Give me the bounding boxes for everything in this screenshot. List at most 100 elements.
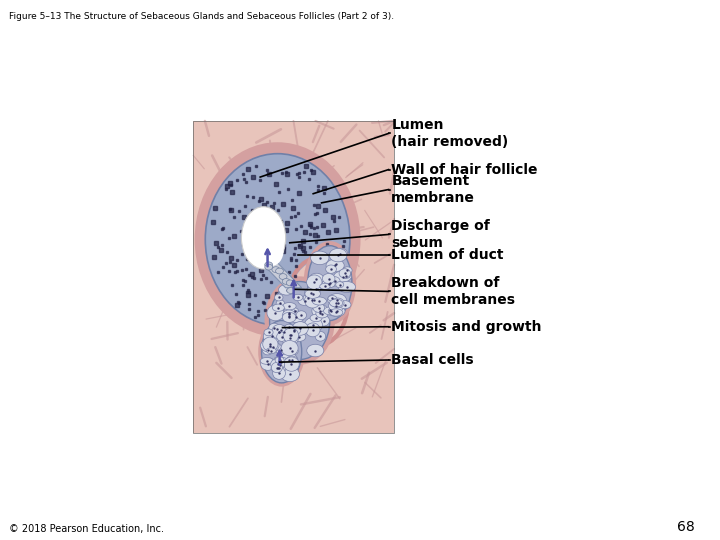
- Ellipse shape: [328, 294, 346, 306]
- Ellipse shape: [280, 329, 289, 334]
- Ellipse shape: [271, 359, 284, 370]
- Ellipse shape: [289, 327, 299, 334]
- Ellipse shape: [269, 281, 330, 360]
- Ellipse shape: [323, 307, 340, 315]
- Ellipse shape: [261, 357, 275, 370]
- Ellipse shape: [308, 294, 321, 305]
- Text: Wall of hair follicle: Wall of hair follicle: [392, 163, 538, 177]
- Text: Basal cells: Basal cells: [392, 353, 474, 367]
- Ellipse shape: [325, 265, 336, 273]
- Polygon shape: [261, 263, 302, 288]
- Ellipse shape: [292, 322, 308, 335]
- Ellipse shape: [262, 345, 273, 355]
- Ellipse shape: [331, 298, 344, 308]
- Ellipse shape: [271, 362, 282, 373]
- Ellipse shape: [291, 308, 299, 315]
- Ellipse shape: [326, 259, 344, 272]
- Ellipse shape: [282, 330, 299, 346]
- Ellipse shape: [284, 312, 293, 317]
- Ellipse shape: [322, 280, 336, 288]
- Ellipse shape: [333, 271, 351, 282]
- Ellipse shape: [343, 267, 352, 274]
- Circle shape: [287, 280, 294, 286]
- Text: Basement
membrane: Basement membrane: [392, 174, 475, 205]
- FancyBboxPatch shape: [193, 121, 394, 433]
- Ellipse shape: [288, 311, 305, 322]
- Ellipse shape: [273, 327, 281, 332]
- Text: 68: 68: [677, 519, 695, 534]
- Ellipse shape: [264, 329, 273, 336]
- Ellipse shape: [311, 285, 321, 293]
- Ellipse shape: [274, 357, 288, 366]
- Text: Figure 5–13 The Structure of Sebaceous Glands and Sebaceous Follicles (Part 2 of: Figure 5–13 The Structure of Sebaceous G…: [9, 12, 394, 21]
- Ellipse shape: [275, 357, 284, 363]
- Ellipse shape: [292, 333, 306, 341]
- Ellipse shape: [267, 305, 284, 321]
- Circle shape: [282, 279, 290, 285]
- Text: Mitosis and growth: Mitosis and growth: [392, 320, 542, 334]
- Ellipse shape: [284, 357, 300, 372]
- Ellipse shape: [272, 365, 284, 372]
- Ellipse shape: [272, 304, 284, 312]
- Ellipse shape: [318, 315, 330, 326]
- Ellipse shape: [305, 293, 320, 308]
- Ellipse shape: [263, 337, 278, 351]
- Ellipse shape: [266, 348, 276, 354]
- Ellipse shape: [273, 367, 285, 379]
- Ellipse shape: [271, 325, 287, 339]
- Ellipse shape: [279, 353, 298, 367]
- Ellipse shape: [258, 317, 305, 387]
- Ellipse shape: [282, 312, 296, 322]
- Ellipse shape: [283, 302, 296, 310]
- Ellipse shape: [328, 306, 345, 316]
- Ellipse shape: [269, 323, 280, 333]
- Ellipse shape: [307, 345, 324, 357]
- Ellipse shape: [260, 357, 274, 364]
- Text: Discharge of
sebum: Discharge of sebum: [392, 219, 490, 249]
- Ellipse shape: [281, 341, 298, 356]
- Ellipse shape: [284, 307, 295, 318]
- Circle shape: [276, 268, 284, 274]
- Ellipse shape: [285, 333, 294, 338]
- Ellipse shape: [282, 310, 296, 321]
- Ellipse shape: [328, 295, 337, 301]
- Circle shape: [279, 274, 287, 280]
- Ellipse shape: [339, 269, 351, 278]
- Ellipse shape: [284, 324, 294, 330]
- Ellipse shape: [312, 304, 328, 318]
- Ellipse shape: [304, 241, 356, 325]
- Ellipse shape: [312, 297, 326, 305]
- Ellipse shape: [264, 276, 335, 365]
- Ellipse shape: [305, 323, 320, 337]
- Ellipse shape: [276, 332, 287, 341]
- Ellipse shape: [293, 294, 303, 301]
- Ellipse shape: [339, 301, 351, 309]
- Ellipse shape: [330, 309, 343, 316]
- Ellipse shape: [305, 288, 317, 298]
- Ellipse shape: [205, 154, 350, 325]
- Ellipse shape: [261, 321, 302, 383]
- Ellipse shape: [305, 318, 323, 333]
- Ellipse shape: [296, 311, 307, 320]
- Ellipse shape: [274, 294, 283, 301]
- Ellipse shape: [316, 309, 328, 318]
- Ellipse shape: [276, 346, 287, 355]
- Ellipse shape: [287, 356, 297, 363]
- Ellipse shape: [316, 310, 325, 316]
- Ellipse shape: [342, 273, 351, 279]
- Ellipse shape: [310, 251, 329, 265]
- Ellipse shape: [274, 362, 284, 369]
- Ellipse shape: [264, 328, 280, 344]
- Ellipse shape: [323, 274, 335, 284]
- Text: © 2018 Pearson Education, Inc.: © 2018 Pearson Education, Inc.: [9, 523, 163, 534]
- Ellipse shape: [325, 308, 334, 313]
- Ellipse shape: [303, 294, 313, 302]
- Ellipse shape: [305, 289, 320, 299]
- Ellipse shape: [330, 276, 340, 286]
- Circle shape: [265, 264, 273, 270]
- Circle shape: [265, 262, 273, 268]
- Ellipse shape: [270, 325, 287, 339]
- Ellipse shape: [241, 207, 286, 269]
- Ellipse shape: [328, 300, 344, 312]
- Ellipse shape: [274, 356, 284, 365]
